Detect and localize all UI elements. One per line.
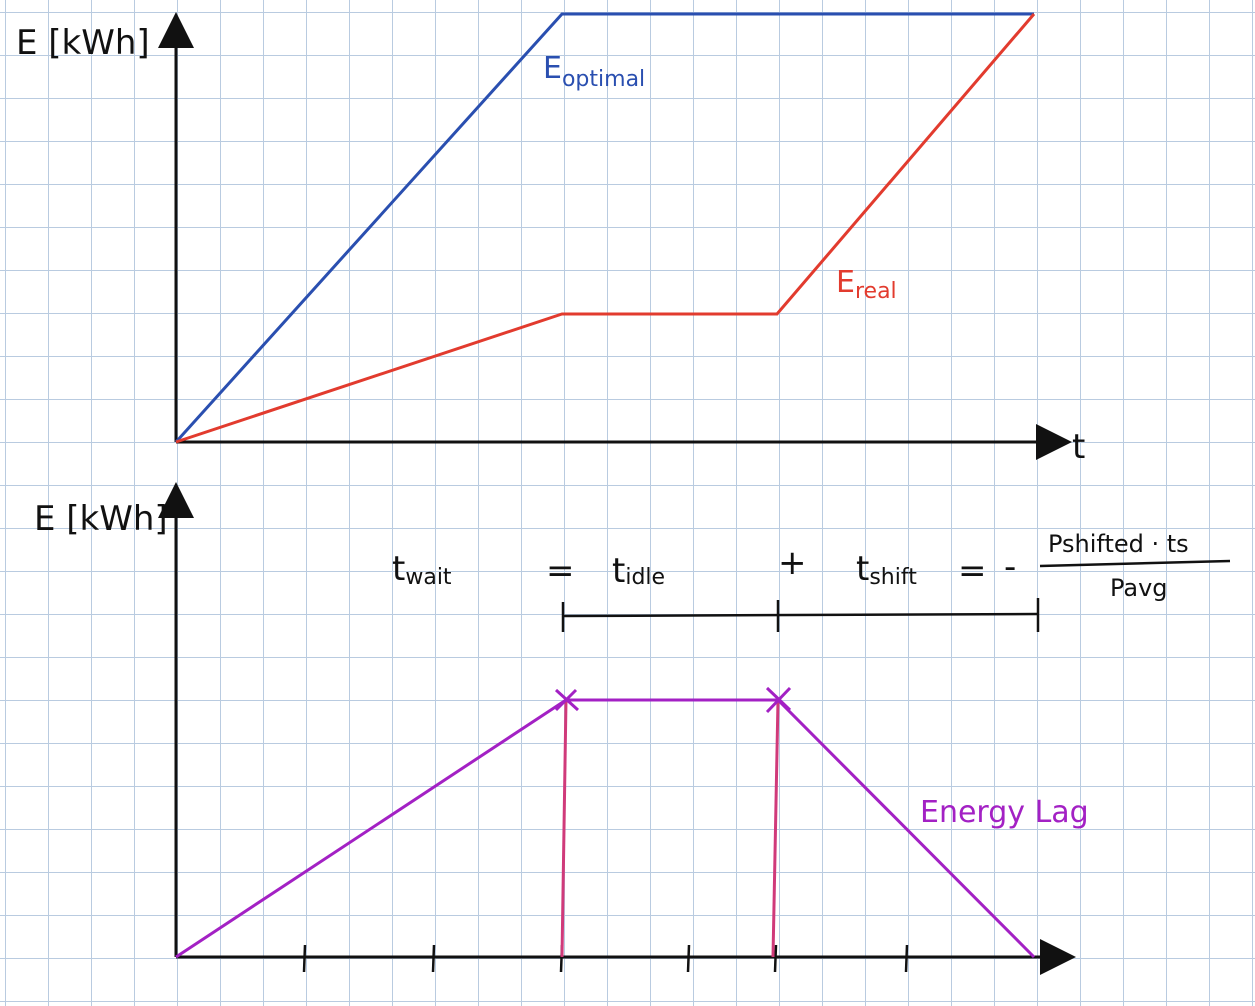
top-plot: E [kWh] t Eoptimal Ereal [16,12,1085,467]
bottom-x-ticks [302,944,909,973]
optimal-energy-line [174,12,1034,444]
plus-sign: + [778,543,807,583]
cross-markers [554,686,792,714]
t-shift-term: tshift [856,549,917,590]
x-tick [773,944,778,973]
fraction-numerator: Pshifted · ts [1048,530,1189,558]
bottom-plot: E [kWh] Energy Lag twait = tidle + tshif… [34,482,1231,975]
x-tick [431,944,436,973]
minus-sign: - [1004,547,1016,587]
idle-start-marker [560,699,568,958]
real-curve-label: Ereal [836,265,897,304]
top-x-axis-label: t [1072,427,1085,467]
top-y-axis-label: E [kWh] [16,23,150,63]
t-wait-term: twait [392,549,452,590]
equals-sign-2: = [958,551,987,591]
real-energy-line [175,13,1036,444]
energy-lag-label: Energy Lag [920,795,1089,830]
wait-time-equation: twait = tidle + tshift = - Pshifted · ts… [392,530,1231,602]
equals-sign: = [546,551,575,591]
t-idle-term: tidle [612,551,665,591]
x-tick [904,944,909,973]
idle-end-marker [771,699,780,958]
energy-lag-line [175,698,1036,959]
fraction-bar [1039,559,1231,568]
optimal-curve-label: Eoptimal [543,51,645,92]
bottom-y-axis-label: E [kWh] [34,499,168,539]
wait-interval-bracket [561,598,1040,632]
x-tick [686,944,691,973]
fraction-denominator: Pavg [1110,574,1168,602]
x-tick [302,944,307,973]
